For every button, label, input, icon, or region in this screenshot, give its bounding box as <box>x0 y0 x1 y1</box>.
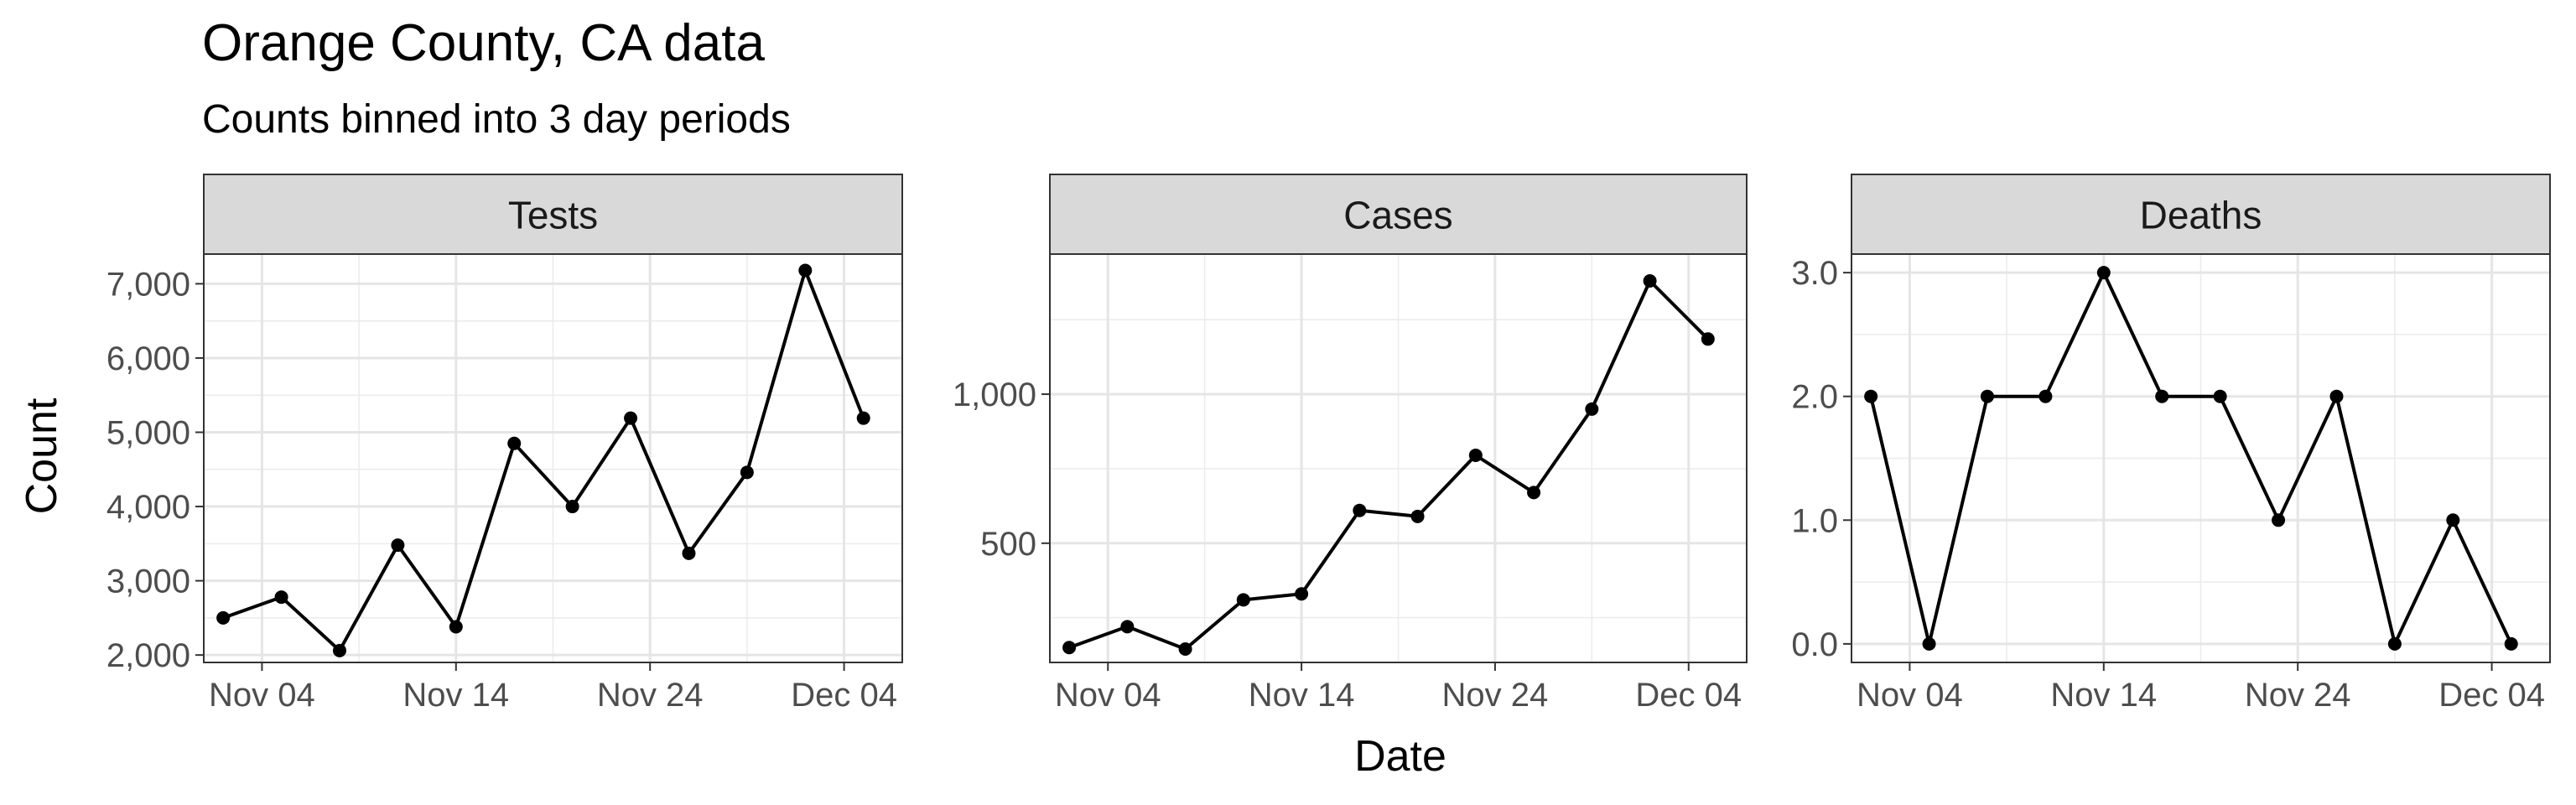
data-point-cases <box>1410 509 1425 523</box>
data-point-cases <box>1353 503 1367 517</box>
data-point-cases <box>1178 642 1192 657</box>
x-tick-label: Nov 04 <box>1055 677 1161 714</box>
data-point-cases <box>1468 448 1483 462</box>
data-point-tests <box>565 500 579 514</box>
data-point-tests <box>856 411 870 425</box>
data-point-cases <box>1062 641 1077 655</box>
data-point-deaths <box>1980 389 1994 403</box>
y-tick-label: 6,000 <box>106 340 190 377</box>
series-line-tests <box>222 268 865 652</box>
x-tick-label: Nov 14 <box>402 677 509 714</box>
data-point-deaths <box>2213 389 2227 403</box>
chart-subtitle: Counts binned into 3 day periods <box>202 97 791 142</box>
y-tick-label: 1.0 <box>1791 502 1838 539</box>
data-point-tests <box>740 465 754 480</box>
chart-title: Orange County, CA data <box>202 14 765 72</box>
facet-label-deaths: Deaths <box>2140 194 2262 237</box>
facet-strip-tests <box>203 174 903 255</box>
x-tick-label: Nov 24 <box>1442 677 1549 714</box>
x-tick-label: Dec 04 <box>791 677 897 714</box>
x-tick-label: Nov 14 <box>1249 677 1355 714</box>
y-tick-label: 3,000 <box>106 564 190 600</box>
data-point-deaths <box>2446 513 2460 527</box>
data-point-tests <box>449 620 463 634</box>
data-point-deaths <box>1864 389 1878 403</box>
x-axis-title: Date <box>1354 732 1446 781</box>
data-point-cases <box>1236 593 1250 607</box>
series-line-deaths <box>1869 271 2513 646</box>
data-point-tests <box>624 411 638 425</box>
data-point-deaths <box>2329 389 2344 403</box>
series-line-cases <box>1068 279 1710 651</box>
x-tick-label: Nov 14 <box>2050 677 2157 714</box>
y-tick-label: 5,000 <box>106 415 190 452</box>
facet-strip-cases <box>1049 174 1748 255</box>
facet-label-tests: Tests <box>508 194 598 237</box>
y-tick-label: 2.0 <box>1791 379 1838 416</box>
data-point-cases <box>1585 402 1599 416</box>
panel-border-deaths <box>1851 253 2551 663</box>
data-point-deaths <box>2387 636 2402 651</box>
data-point-tests <box>507 436 522 450</box>
data-point-deaths <box>2272 513 2286 527</box>
data-point-tests <box>332 643 346 657</box>
y-tick-label: 7,000 <box>106 266 190 303</box>
data-point-deaths <box>2504 636 2518 651</box>
x-tick-label: Dec 04 <box>2438 677 2545 714</box>
data-point-tests <box>216 610 231 625</box>
data-point-cases <box>1120 620 1135 634</box>
data-point-tests <box>798 263 813 278</box>
panel-border-tests <box>203 253 903 663</box>
y-tick-label: 1,000 <box>953 377 1036 413</box>
data-point-deaths <box>2038 389 2053 403</box>
data-point-cases <box>1643 273 1657 288</box>
data-point-tests <box>391 538 405 553</box>
y-tick-label: 4,000 <box>106 489 190 526</box>
data-point-deaths <box>1922 636 1936 651</box>
data-point-deaths <box>2155 389 2169 403</box>
panel-border-cases <box>1049 253 1748 663</box>
facet-panels: Tests 2,000 3,000 4,000 5,000 6,000 7,000 Nov 0… <box>106 174 2551 714</box>
x-tick-label: Dec 04 <box>1635 677 1742 714</box>
data-point-cases <box>1701 332 1715 346</box>
data-point-cases <box>1295 587 1309 601</box>
y-axis-title: Count <box>18 397 66 514</box>
data-point-cases <box>1527 486 1541 500</box>
x-tick-label: Nov 24 <box>2245 677 2351 714</box>
y-tick-label: 2,000 <box>106 637 190 674</box>
x-tick-label: Nov 24 <box>597 677 704 714</box>
data-point-tests <box>274 590 288 605</box>
data-point-tests <box>682 546 696 560</box>
x-tick-label: Nov 04 <box>209 677 315 714</box>
y-tick-label: 0.0 <box>1791 626 1838 663</box>
facet-strip-deaths <box>1851 174 2551 255</box>
y-tick-label: 500 <box>980 526 1036 563</box>
x-tick-label: Nov 04 <box>1857 677 1963 714</box>
y-tick-label: 3.0 <box>1791 255 1838 292</box>
data-point-deaths <box>2096 266 2111 280</box>
facet-label-cases: Cases <box>1343 194 1452 237</box>
